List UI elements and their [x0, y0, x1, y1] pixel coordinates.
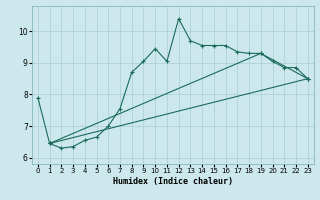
X-axis label: Humidex (Indice chaleur): Humidex (Indice chaleur) — [113, 177, 233, 186]
